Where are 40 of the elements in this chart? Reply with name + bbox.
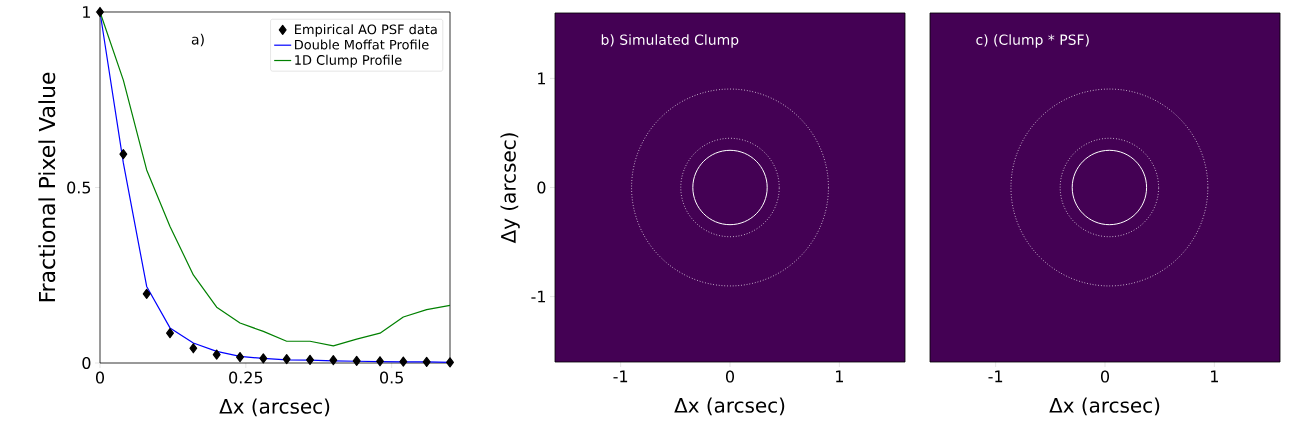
point — [329, 355, 338, 366]
point — [422, 356, 431, 368]
y-axis-title: Fractional Pixel Value — [38, 72, 56, 302]
x-tick-label: 0 — [95, 371, 105, 384]
x-tick-label: 0 — [1100, 370, 1110, 383]
x-tick-label: 1 — [836, 370, 843, 383]
y-tick-label: 0.5 — [67, 181, 91, 194]
y-axis-title: Δy (arcsec) — [500, 133, 520, 244]
legend-label: 1D Clump Profile — [295, 54, 402, 68]
y-tick-label: 0 — [537, 181, 546, 194]
point — [119, 149, 128, 160]
y-tick-label: -1 — [531, 290, 546, 303]
point — [399, 356, 408, 367]
y-tick-label: 1 — [83, 6, 91, 18]
x-axis-title: Δx (arcsec) — [219, 398, 330, 417]
y-tick-label: 1 — [538, 72, 546, 85]
point — [306, 354, 314, 365]
point — [376, 356, 384, 367]
point — [282, 354, 291, 365]
x-tick-label: 0 — [725, 370, 735, 383]
legend-label: Double Moffat Profile — [295, 39, 429, 50]
annotation: a) — [191, 33, 204, 47]
point — [189, 343, 198, 354]
y-tick-label: 0 — [82, 356, 91, 370]
x-axis-title: Δx (arcsec) — [674, 397, 785, 416]
x-tick-label: 0.25 — [229, 371, 263, 384]
point — [446, 357, 454, 368]
point — [142, 288, 151, 299]
annotation: b) Simulated Clump — [601, 34, 739, 48]
point — [166, 328, 174, 339]
x-tick-label: -1 — [988, 370, 1003, 383]
point — [259, 353, 268, 364]
x-tick-label: 0.5 — [380, 371, 403, 384]
point — [212, 349, 221, 360]
annotation: c) (Clump * PSF) — [976, 34, 1089, 48]
point — [352, 355, 361, 366]
x-tick-label: 1 — [1211, 370, 1218, 383]
x-tick-label: -1 — [613, 370, 628, 383]
legend-label: Empirical AO PSF data — [295, 24, 437, 37]
x-axis-title: Δx (arcsec) — [1049, 397, 1160, 416]
